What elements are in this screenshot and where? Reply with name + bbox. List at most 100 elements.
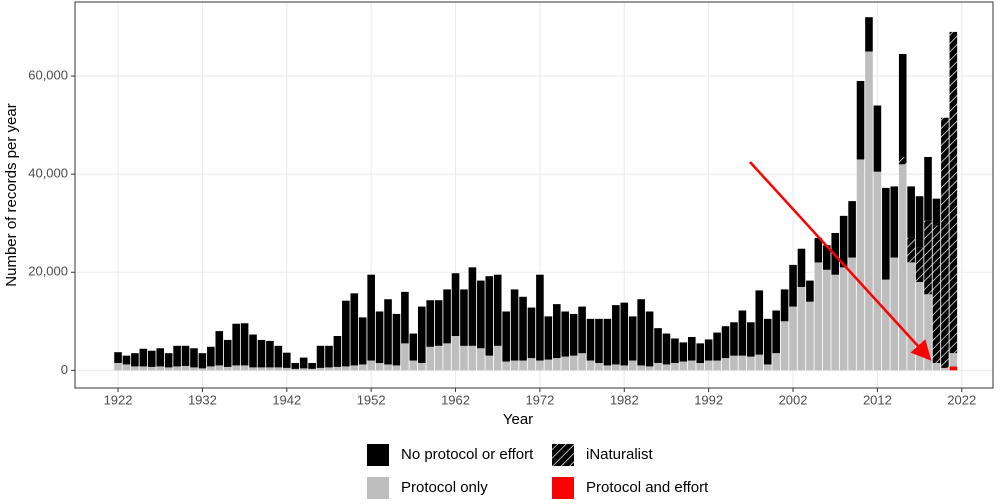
bar-segment bbox=[232, 323, 240, 366]
bar-segment bbox=[620, 302, 629, 366]
bar-segment bbox=[333, 366, 342, 371]
bar-segment bbox=[839, 267, 848, 371]
bar-segment bbox=[780, 321, 789, 371]
x-tick-label: 1922 bbox=[104, 392, 133, 407]
bar-segment bbox=[561, 356, 570, 371]
bar-segment bbox=[443, 343, 451, 371]
bar-segment bbox=[477, 348, 485, 371]
bar-segment bbox=[198, 368, 207, 371]
bar-segment bbox=[932, 198, 941, 226]
bar-segment bbox=[274, 367, 283, 371]
bar-segment bbox=[654, 328, 662, 363]
bar-segment bbox=[325, 367, 333, 371]
bar-segment bbox=[603, 365, 612, 371]
bar-segment bbox=[257, 339, 266, 368]
bar-segment bbox=[147, 350, 156, 367]
bar-segment bbox=[190, 367, 198, 371]
y-tick-label: 0 bbox=[61, 362, 68, 377]
bar-segment bbox=[156, 366, 165, 371]
bar-segment bbox=[426, 346, 435, 371]
bar-segment bbox=[493, 274, 502, 346]
bar-segment bbox=[941, 367, 949, 371]
bar-segment bbox=[848, 201, 856, 258]
bar-segment bbox=[595, 362, 603, 371]
bar-segment bbox=[282, 367, 291, 371]
bar-segment bbox=[131, 353, 139, 367]
legend-swatch bbox=[367, 444, 389, 466]
bar-segment bbox=[375, 311, 384, 363]
bar-segment bbox=[890, 257, 899, 371]
bar-segment bbox=[502, 361, 510, 371]
bar-segment bbox=[198, 353, 207, 369]
bar-segment bbox=[443, 289, 451, 344]
bar-segment bbox=[603, 318, 612, 366]
bar-segment bbox=[510, 360, 519, 371]
bar-segment bbox=[367, 274, 375, 361]
bar-segment bbox=[814, 237, 823, 263]
bar-segment bbox=[240, 323, 249, 366]
bar-segment bbox=[299, 357, 308, 369]
bar-segment bbox=[898, 53, 907, 157]
bar-segment bbox=[662, 333, 671, 365]
bar-segment bbox=[586, 360, 595, 371]
x-tick-label: 2012 bbox=[863, 392, 892, 407]
bar-segment bbox=[536, 274, 544, 361]
bar-segment bbox=[687, 336, 696, 361]
bar-segment bbox=[460, 345, 468, 371]
bar-segment bbox=[401, 291, 409, 344]
x-tick-label: 1932 bbox=[188, 392, 217, 407]
bar-segment bbox=[671, 362, 679, 371]
bar-segment bbox=[527, 307, 536, 359]
bar-segment bbox=[595, 318, 603, 363]
bar-segment bbox=[907, 237, 915, 263]
bar-segment bbox=[131, 366, 139, 371]
bar-segment bbox=[299, 368, 308, 371]
bar-segment bbox=[215, 331, 224, 366]
bar-segment bbox=[173, 345, 181, 367]
bar-segment bbox=[949, 366, 958, 371]
bar-segment bbox=[257, 367, 266, 371]
bar-segment bbox=[316, 345, 325, 368]
bar-segment bbox=[763, 364, 772, 371]
bar-segment bbox=[519, 296, 527, 361]
bar-segment bbox=[831, 274, 840, 371]
bar-segment bbox=[882, 187, 890, 280]
bar-segment bbox=[637, 299, 645, 366]
bar-segment bbox=[789, 306, 797, 371]
x-tick-label: 2002 bbox=[779, 392, 808, 407]
bar-segment bbox=[342, 300, 350, 367]
bar-segment bbox=[687, 360, 696, 371]
bar-segment bbox=[181, 365, 190, 371]
bar-segment bbox=[924, 220, 932, 295]
bar-segment bbox=[434, 345, 443, 371]
legend-swatch bbox=[552, 444, 574, 466]
bar-segment bbox=[451, 336, 460, 371]
legend-label: Protocol only bbox=[401, 479, 488, 496]
bar-segment bbox=[907, 186, 915, 238]
bar-segment bbox=[190, 348, 198, 368]
bar-segment bbox=[342, 366, 350, 371]
x-tick-label: 1982 bbox=[610, 392, 639, 407]
bar-segment bbox=[561, 311, 570, 357]
bar-segment bbox=[519, 360, 527, 371]
x-tick-label: 1952 bbox=[357, 392, 386, 407]
bar-segment bbox=[139, 366, 148, 371]
bar-segment bbox=[856, 80, 865, 160]
bar-segment bbox=[460, 289, 468, 346]
bar-segment bbox=[147, 366, 156, 371]
bar-segment bbox=[156, 348, 165, 367]
bar-segment bbox=[679, 342, 688, 362]
bar-segment bbox=[316, 367, 325, 371]
bar-segment bbox=[510, 289, 519, 361]
bar-segment bbox=[578, 306, 586, 354]
bar-segment bbox=[628, 316, 637, 361]
bar-segment bbox=[730, 322, 738, 356]
bar-segment bbox=[755, 354, 764, 371]
bar-segment bbox=[873, 105, 882, 172]
legend-label: No protocol or effort bbox=[401, 446, 534, 463]
bar-segment bbox=[932, 362, 941, 371]
bar-segment bbox=[704, 360, 713, 371]
bar-segment bbox=[696, 343, 705, 363]
bar-segment bbox=[274, 345, 283, 368]
bar-segment bbox=[586, 318, 595, 361]
